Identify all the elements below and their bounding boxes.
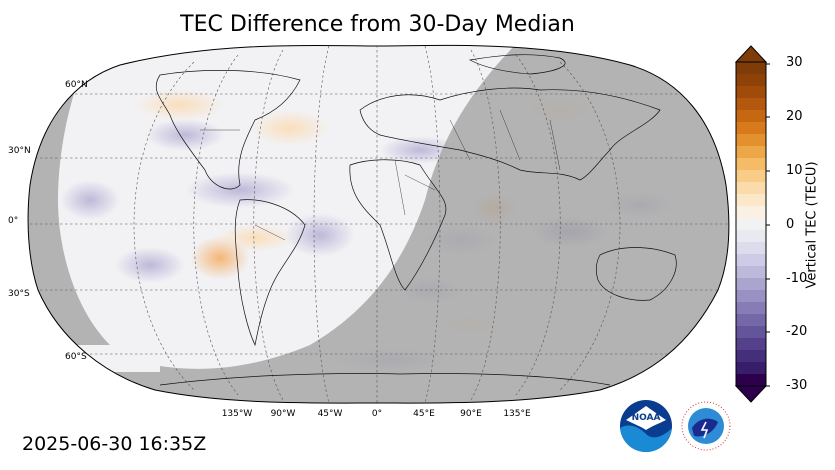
colorbar-band — [736, 122, 766, 135]
night-shading — [28, 45, 729, 404]
coastlines — [155, 54, 677, 386]
colorbar-tick-0: 0 — [786, 217, 795, 232]
colorbar-band — [736, 182, 766, 195]
lon-label-135w: 135°W — [221, 409, 253, 419]
colorbar-band — [736, 338, 766, 351]
chart-title: TEC Difference from 30-Day Median — [180, 12, 575, 37]
colorbar-band — [736, 134, 766, 147]
colorbar-band — [736, 290, 766, 303]
lat-label-0: 0° — [8, 216, 19, 226]
colorbar-band — [736, 266, 766, 279]
colorbar-band — [736, 158, 766, 171]
timestamp: 2025-06-30 16:35Z — [22, 433, 207, 455]
colorbar-band — [736, 254, 766, 267]
lat-label-30s: 30°S — [8, 289, 30, 299]
colorbar-band — [736, 146, 766, 159]
lon-label-0: 0° — [371, 409, 383, 419]
lon-label-45e: 45°E — [413, 409, 435, 419]
colorbar-band — [736, 314, 766, 327]
lat-label-60n: 60°N — [65, 80, 88, 90]
lon-label-90e: 90°E — [460, 409, 482, 419]
colorbar-band — [736, 302, 766, 315]
colorbar-band — [736, 206, 766, 219]
colorbar — [734, 45, 770, 403]
colorbar-band — [736, 218, 766, 231]
colorbar-band — [736, 326, 766, 339]
colorbar-band — [736, 74, 766, 87]
colorbar-band — [736, 242, 766, 255]
colorbar-tick-neg10: -10 — [786, 271, 808, 286]
colorbar-band — [736, 62, 766, 75]
lon-label-45w: 45°W — [317, 409, 343, 419]
lat-label-60s: 60°S — [65, 352, 87, 362]
colorbar-band — [736, 98, 766, 111]
colorbar-tick-20: 20 — [786, 109, 803, 124]
colorbar-band — [736, 110, 766, 123]
colorbar-band — [736, 194, 766, 207]
colorbar-band — [736, 86, 766, 99]
colorbar-tick-10: 10 — [786, 163, 803, 178]
colorbar-label: Vertical TEC (TECU) — [804, 161, 820, 289]
colorbar-tick-neg30: -30 — [786, 378, 808, 393]
graticule — [28, 45, 729, 404]
colorbar-tick-30: 30 — [786, 55, 803, 70]
colorbar-band — [736, 350, 766, 363]
map-field — [28, 45, 729, 404]
lat-label-30n: 30°N — [8, 146, 31, 156]
colorbar-band — [736, 170, 766, 183]
colorbar-band — [736, 230, 766, 243]
lon-label-90w: 90°W — [270, 409, 296, 419]
noaa-logo-text: NOAA — [632, 413, 661, 423]
colorbar-band — [736, 374, 766, 387]
lon-label-135e: 135°E — [503, 409, 531, 419]
noaa-logo: NOAA — [620, 400, 672, 452]
colorbar-band — [736, 278, 766, 291]
colorbar-tick-neg20: -20 — [786, 324, 808, 339]
globe-outline — [27, 44, 730, 404]
nws-logo — [677, 397, 735, 455]
colorbar-band — [736, 362, 766, 375]
